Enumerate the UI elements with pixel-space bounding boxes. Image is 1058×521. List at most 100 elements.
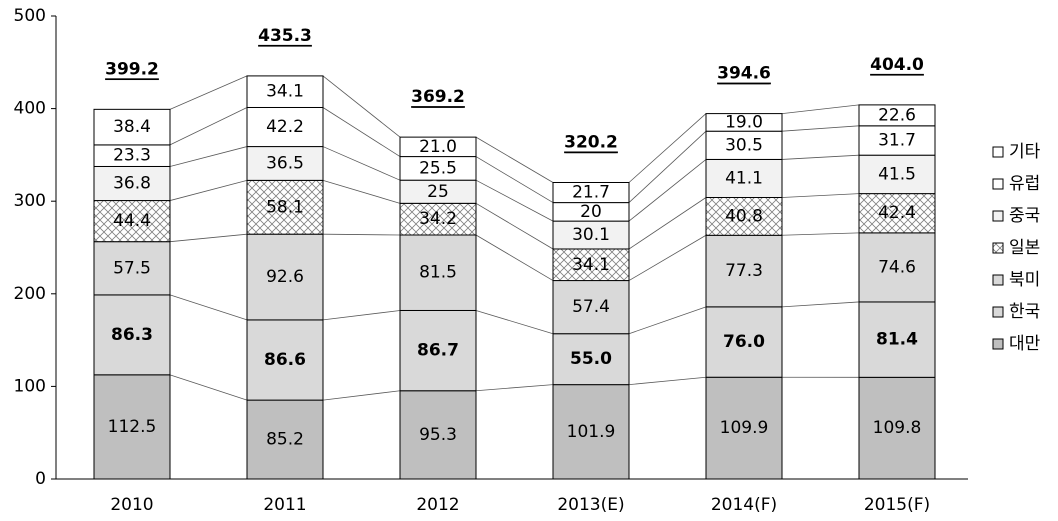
connector-line [169,107,248,146]
legend-label: 기타 [1009,142,1041,162]
bar-segment [858,125,936,156]
bar-value-label: 58.1 [266,197,304,217]
legend-swatch [992,178,1004,190]
legend-swatch [992,242,1004,254]
bar-value-label: 34.1 [572,255,610,275]
bar-value-label: 109.9 [720,418,769,438]
bar-value-label: 95.3 [419,425,457,445]
bar-total-label: 404.0 [870,55,924,75]
connector-line [169,233,248,243]
bar-segment [246,233,324,321]
bar-value-label: 34.2 [419,209,457,229]
y-tick-label: 300 [14,191,46,211]
x-tick-label: 2010 [110,495,153,515]
bar-segment [93,294,171,376]
bar-segment [705,306,783,378]
bar-value-label: 34.1 [266,82,304,102]
bar-value-label: 41.5 [878,164,916,184]
bar-value-label: 92.6 [266,267,304,287]
bar-segment [858,104,936,127]
bar-segment [858,154,936,195]
bar-segment [552,333,630,386]
bar-value-label: 22.6 [878,105,916,125]
bar-segment [858,232,936,303]
bar-value-label: 25.5 [419,158,457,178]
bar-value-label: 101.9 [567,422,616,442]
bar-segment [399,234,477,311]
bar-segment [93,165,171,202]
connector-line [322,310,401,321]
bar-value-label: 109.8 [873,418,922,438]
plot-area: 0 100 200 300 400 500 112.5 86.3 57.5 44.4 36.8 23.… [14,6,1041,515]
bar-total-label: 399.2 [105,59,159,79]
bar-segment [705,234,783,308]
bar-segment [399,136,477,158]
bar-value-label: 57.5 [113,258,151,278]
bar-segment [93,108,171,146]
bar-value-label: 30.5 [725,135,763,155]
bar-value-label: 25 [427,182,449,202]
connector-line [169,374,248,401]
bar-value-label: 36.8 [113,174,151,194]
connector-line [322,390,401,401]
bar-value-label: 57.4 [572,297,610,317]
bar-segment [93,241,171,296]
bar-segment [552,248,630,282]
bar-value-label: 74.6 [878,257,916,277]
bar-value-label: 86.7 [417,341,459,361]
connector-line [169,75,248,110]
legend-label: 일본 [1009,238,1040,258]
bar-segment [246,146,324,181]
bar-value-label: 77.3 [725,261,763,281]
bar-value-label: 85.2 [266,430,304,450]
connector-line [475,156,554,203]
bar-segment [705,130,783,160]
legend-label: 한국 [1009,302,1040,322]
x-tick-label: 2012 [416,495,459,515]
bar-value-label: 21.0 [419,137,457,157]
connector-line [322,146,401,181]
bar-segment [705,113,783,132]
bar-segment [858,376,936,480]
bar-total-label: 320.2 [564,132,618,152]
bar-segment [399,309,477,392]
connector-line [781,154,860,160]
bar-segment [858,301,936,378]
legend-swatch [992,274,1004,286]
legend-swatch [992,146,1004,158]
bar-total-label: 435.3 [258,26,312,46]
bar-segment [552,181,630,204]
legend-swatch [992,210,1004,222]
legend-swatch [992,306,1004,318]
connector-line [169,146,248,167]
bar-segment [246,106,324,148]
bar-segment [552,280,630,335]
y-tick-label: 0 [35,469,46,489]
bar-segment [705,376,783,480]
y-tick-label: 500 [14,6,46,26]
connector-line [628,234,707,281]
connector-line [781,232,860,236]
bar-value-label: 30.1 [572,225,610,245]
connector-line [322,75,401,138]
bar-value-label: 36.5 [266,153,304,173]
bar-segment [246,399,324,480]
bar-segment [399,202,477,236]
y-tick-label: 200 [14,284,46,304]
connector-line [475,136,554,183]
bar-value-label: 19.0 [725,112,763,132]
connector-line [475,310,554,335]
connector-line [628,130,707,203]
connector-line [781,193,860,198]
x-tick-label: 2014(F) [711,495,777,515]
bar-value-label: 21.7 [572,183,610,203]
connector-line [169,294,248,321]
bar-value-label: 55.0 [570,349,612,369]
connector-line [322,179,401,204]
legend-label: 북미 [1009,270,1040,290]
connector-line [475,234,554,281]
y-tick-label: 100 [14,376,46,396]
bar-value-label: 112.5 [108,417,157,437]
bar-value-label: 86.6 [264,350,306,370]
